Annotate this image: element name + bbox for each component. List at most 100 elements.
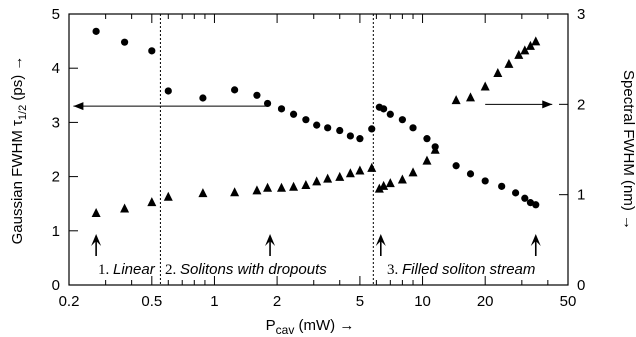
- data-point-triangle: [230, 187, 240, 197]
- plot-box: [68, 13, 569, 286]
- data-point-circle: [289, 110, 298, 118]
- data-point-triangle: [480, 81, 490, 91]
- data-point-triangle: [514, 49, 524, 59]
- data-point-triangle: [385, 178, 395, 188]
- up-arrow-head: [375, 234, 386, 246]
- data-point-circle: [120, 38, 129, 46]
- data-point-triangle: [430, 144, 440, 154]
- data-point-circle: [302, 116, 310, 124]
- data-point-circle: [466, 170, 475, 178]
- data-point-circle: [164, 87, 172, 95]
- x-tick-label: 50: [560, 293, 577, 310]
- x-tick-label: 5: [356, 293, 364, 310]
- data-point-triangle: [531, 36, 541, 46]
- data-point-circle: [336, 126, 344, 135]
- data-point-circle: [498, 182, 506, 190]
- data-point-triangle: [323, 173, 333, 183]
- data-point-triangle: [120, 203, 130, 213]
- x-axis-label: Pcav (mW) →: [266, 317, 355, 337]
- region-number: 2.: [165, 262, 180, 278]
- data-point-circle: [199, 94, 207, 102]
- right-axis-arrow-head: [542, 100, 553, 109]
- x-tick-label: 10: [414, 293, 431, 310]
- y-left-tick-label: 3: [52, 114, 60, 131]
- left-axis-arrow-head: [73, 102, 84, 111]
- data-point-triangle: [312, 176, 322, 186]
- data-point-triangle: [451, 95, 461, 105]
- data-point-triangle: [379, 180, 389, 190]
- data-point-triangle: [504, 58, 514, 68]
- data-point-triangle: [367, 162, 377, 172]
- data-point-triangle: [374, 183, 384, 193]
- x-axis-label-sub: cav: [276, 323, 295, 337]
- data-point-circle: [409, 124, 417, 132]
- data-point-circle: [481, 177, 489, 185]
- up-arrow-head: [265, 234, 276, 246]
- data-point-circle: [511, 189, 520, 197]
- series-triangles: [91, 36, 541, 217]
- data-point-triangle: [520, 45, 530, 55]
- y-axis-left-label-main: Gaussian FWHM τ: [9, 120, 26, 244]
- data-point-circle: [148, 47, 156, 55]
- data-point-circle: [386, 110, 394, 118]
- x-tick-label: 0.5: [141, 293, 162, 310]
- data-point-triangle: [422, 155, 432, 165]
- data-point-circle: [532, 201, 540, 209]
- x-axis-label-rest: (mW) →: [294, 317, 354, 334]
- data-point-triangle: [466, 92, 476, 102]
- y-axis-left-label: Gaussian FWHM τ1/2 (ps) →: [9, 56, 29, 245]
- region-labels: 1. Linear 2. Solitons with dropouts 3. Fil…: [98, 261, 535, 278]
- data-point-triangle: [263, 182, 273, 192]
- data-point-circle: [346, 132, 354, 140]
- y-left-tick-label: 2: [52, 169, 60, 186]
- x-tick-label: 1: [210, 293, 218, 310]
- data-point-triangle: [198, 188, 208, 198]
- data-point-circle: [231, 86, 239, 94]
- y-left-tick-label: 5: [52, 6, 60, 23]
- data-point-triangle: [525, 40, 535, 50]
- data-point-circle: [356, 135, 364, 143]
- data-point-triangle: [301, 179, 311, 189]
- x-tick-label: 20: [477, 293, 494, 310]
- data-point-triangle: [397, 174, 407, 184]
- data-point-triangle: [252, 185, 262, 195]
- data-point-triangle: [493, 67, 503, 77]
- x-tick-label: 2: [273, 293, 281, 310]
- up-arrow-head: [91, 234, 102, 246]
- data-point-circle: [398, 116, 406, 124]
- region-label: 3. Filled soliton stream: [387, 261, 535, 278]
- region-text: Solitons with dropouts: [180, 261, 327, 278]
- axis-ticks: [68, 13, 569, 286]
- data-point-triangle: [163, 191, 173, 201]
- y-right-tick-label: 3: [577, 6, 585, 23]
- y-right-tick-label: 0: [577, 277, 585, 294]
- series-circles: [92, 27, 540, 209]
- data-point-triangle: [408, 167, 418, 177]
- data-point-triangle: [335, 171, 345, 181]
- region-number: 1.: [98, 262, 113, 278]
- data-point-triangle: [91, 207, 101, 217]
- data-point-circle: [423, 135, 431, 143]
- up-arrow-head: [530, 234, 541, 246]
- y-right-tick-label: 1: [577, 187, 585, 204]
- y-right-tick-label: 2: [577, 96, 585, 113]
- data-point-triangle: [355, 165, 365, 175]
- y-left-tick-label: 0: [52, 277, 60, 294]
- data-point-triangle: [147, 197, 157, 207]
- region-text: Filled soliton stream: [402, 261, 535, 278]
- region-boundaries: [159, 14, 374, 285]
- data-point-circle: [368, 125, 376, 133]
- y-axis-right-label: Spectral FWHM (nm) →: [620, 70, 636, 230]
- data-point-triangle: [289, 181, 299, 191]
- data-point-circle: [263, 99, 272, 108]
- data-point-circle: [277, 105, 286, 113]
- region-text: Linear: [113, 261, 156, 278]
- data-point-circle: [324, 124, 332, 132]
- x-tick-label: 0.2: [59, 293, 80, 310]
- data-point-circle: [92, 27, 100, 35]
- y-left-tick-label: 1: [52, 223, 60, 240]
- x-axis-label-main: P: [266, 317, 276, 334]
- data-point-triangle: [277, 182, 287, 192]
